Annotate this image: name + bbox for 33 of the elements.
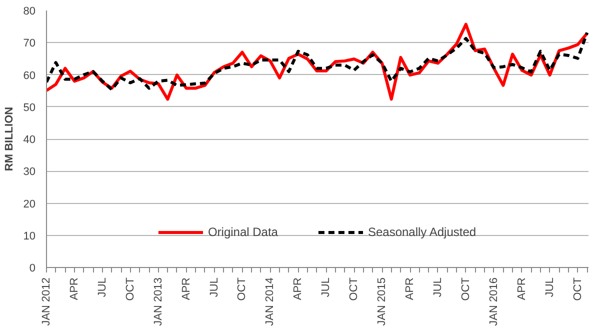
x-tick-label: OCT (572, 277, 584, 301)
y-tick-label: 0 (29, 262, 36, 274)
x-tick-label: JUL (544, 278, 556, 298)
y-tick-label: 20 (23, 198, 36, 210)
x-tick-label: JUL (208, 278, 220, 298)
x-tick-label: JUL (96, 278, 108, 298)
x-tick-label: OCT (348, 277, 360, 301)
legend-label: Original Data (208, 225, 278, 239)
y-tick-label: 40 (23, 134, 36, 146)
y-tick-label: 80 (23, 6, 36, 18)
x-tick-label: APR (68, 277, 80, 300)
y-tick-label: 70 (23, 38, 36, 50)
y-tick-label: 60 (23, 70, 36, 82)
x-tick-label: JAN 2014 (264, 277, 276, 326)
x-tick-label: JAN 2013 (152, 277, 164, 326)
legend-label: Seasonally Adjusted (368, 225, 476, 239)
y-tick-label: 10 (23, 230, 36, 242)
x-tick-label: APR (404, 277, 416, 300)
x-tick-label: OCT (460, 277, 472, 301)
x-tick-label: OCT (124, 277, 136, 301)
x-tick-label: JAN 2012 (40, 277, 52, 326)
x-tick-label: OCT (236, 277, 248, 301)
y-axis-title: RM BILLION (3, 106, 16, 172)
line-series (46, 31, 588, 92)
x-tick-label: APR (292, 277, 304, 300)
x-tick-label: APR (516, 277, 528, 300)
x-tick-label: JAN 2016 (488, 277, 500, 326)
x-tick-label: APR (180, 277, 192, 300)
x-tick-label: JAN 2015 (376, 277, 388, 326)
y-tick-label: 30 (23, 166, 36, 178)
x-tick-label: JUL (320, 278, 332, 298)
x-tick-label: JUL (432, 278, 444, 298)
y-tick-label: 50 (23, 102, 36, 114)
